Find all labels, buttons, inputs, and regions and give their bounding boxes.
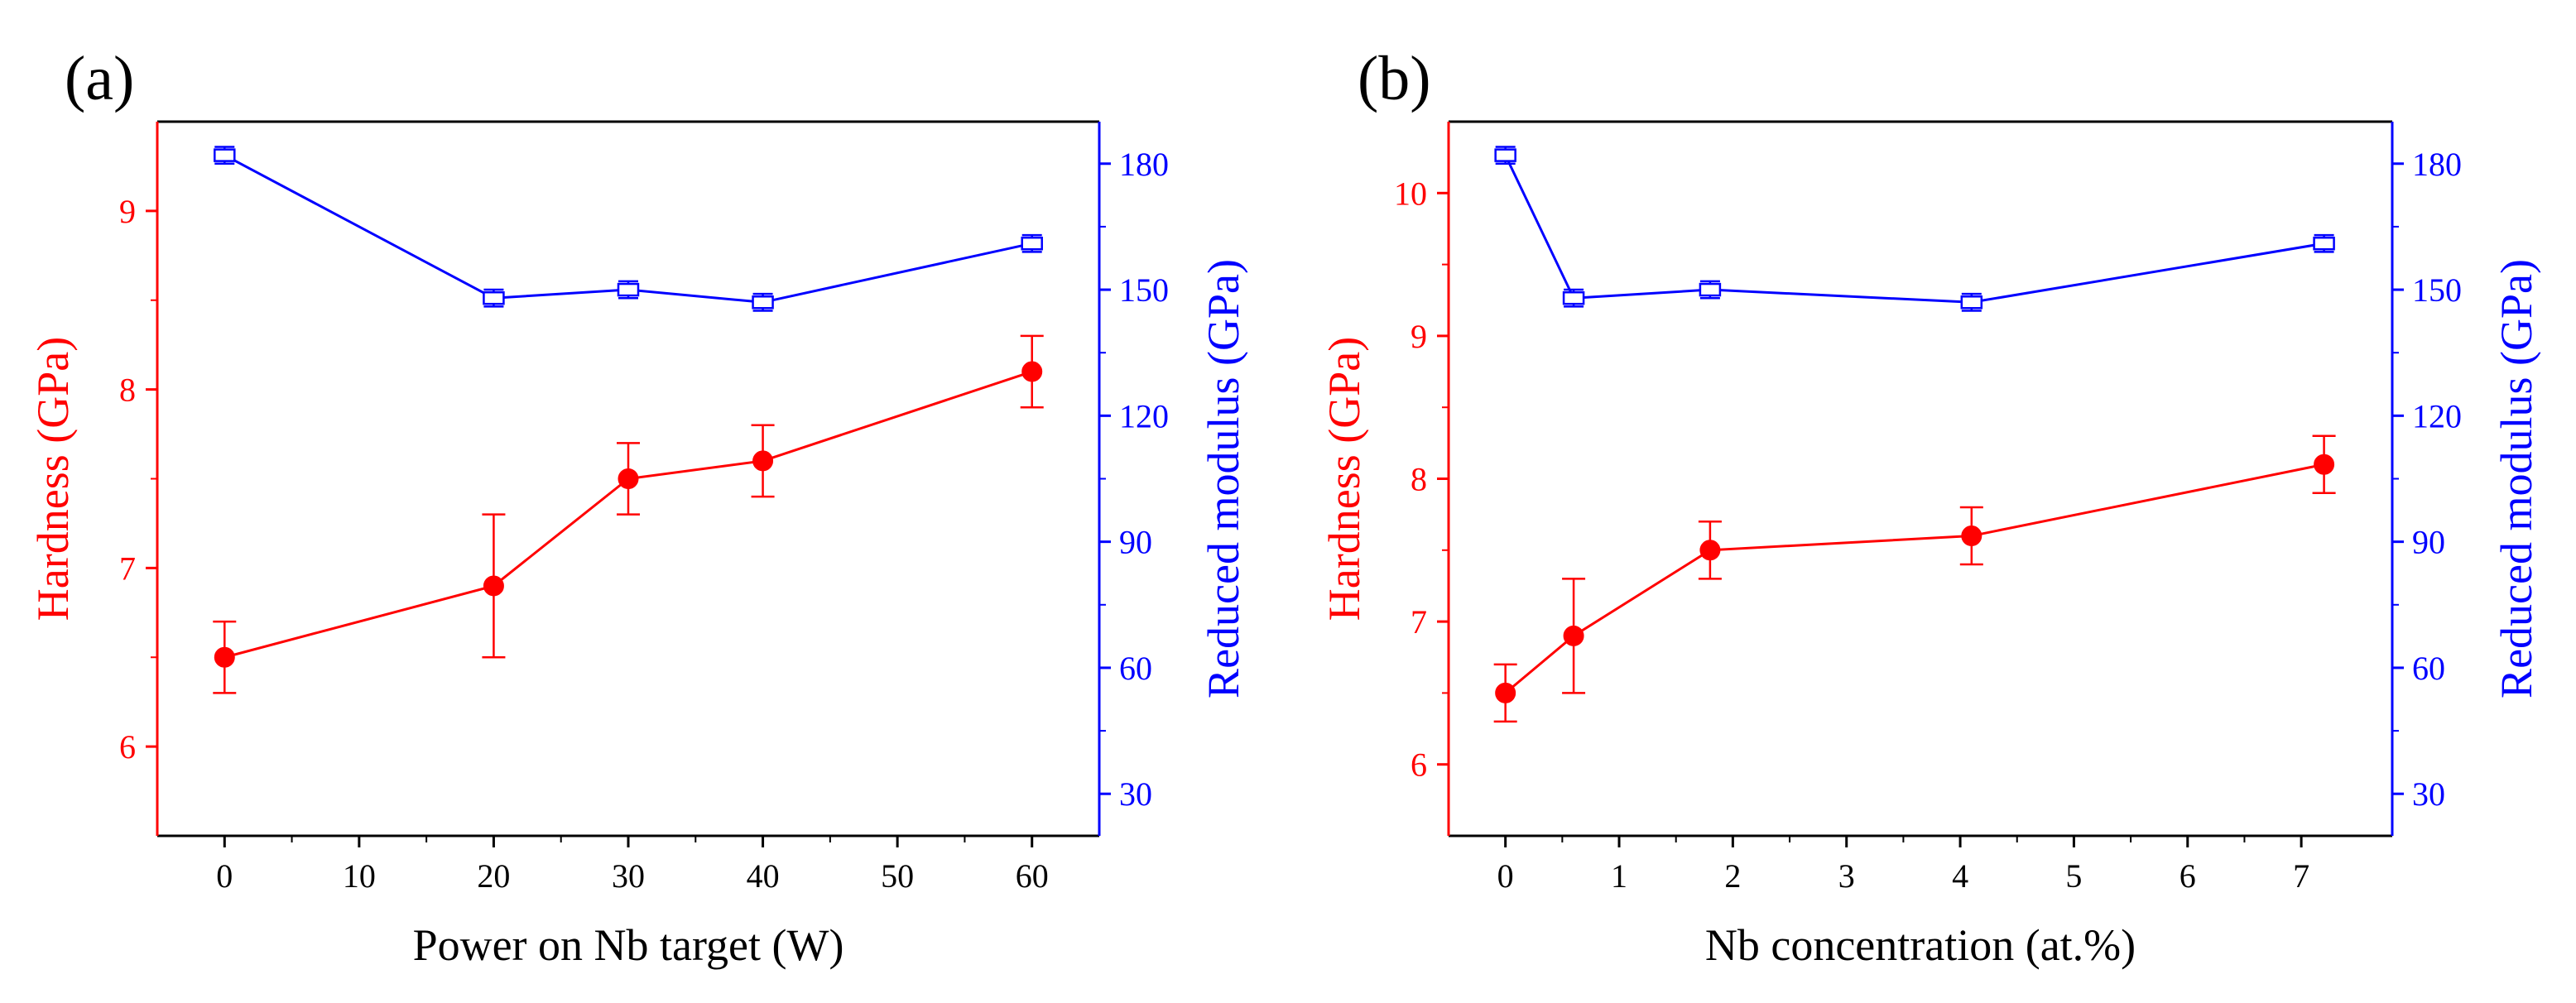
- x-tick-label: 2: [1724, 857, 1741, 895]
- x-tick-label: 7: [2293, 857, 2309, 895]
- right-y-axis-title: Reduced modulus (GPa): [2492, 259, 2541, 698]
- x-tick-label: 10: [343, 857, 376, 895]
- right-y-tick-label: 30: [2412, 775, 2445, 813]
- x-tick-label: 0: [1497, 857, 1514, 895]
- x-tick-label: 60: [1016, 857, 1049, 895]
- left-y-tick-label: 9: [1411, 318, 1427, 355]
- left-y-tick-label: 7: [119, 549, 136, 587]
- data-point: [1494, 148, 1516, 162]
- data-point: [1699, 540, 1721, 561]
- right-y-tick-label: 120: [1119, 397, 1169, 434]
- x-tick-label: 3: [1838, 857, 1855, 895]
- data-point: [617, 282, 640, 297]
- data-point: [1021, 361, 1043, 382]
- x-tick-label: 0: [216, 857, 233, 895]
- left-y-tick-label: 8: [1411, 461, 1427, 498]
- data-point: [1562, 290, 1585, 305]
- right-y-tick-label: 150: [1119, 271, 1169, 309]
- x-tick-label: 5: [2065, 857, 2082, 895]
- right-y-tick-label: 60: [1119, 650, 1152, 687]
- x-tick-label: 6: [2180, 857, 2196, 895]
- data-point: [1563, 625, 1584, 646]
- left-y-tick-label: 8: [119, 372, 136, 409]
- data-point: [618, 468, 639, 489]
- x-tick-label: 20: [477, 857, 510, 895]
- left-y-tick-label: 9: [119, 193, 136, 230]
- x-tick-label: 50: [881, 857, 914, 895]
- x-tick-label: 4: [1952, 857, 1968, 895]
- data-point: [2313, 236, 2335, 251]
- hardness-series: [213, 334, 1044, 694]
- data-point: [752, 450, 774, 472]
- left-y-tick-label: 6: [119, 728, 136, 765]
- chart-panel: (a) 0 10 20 30 40 50 60 6 7 8 9 30 60 90 120 150 180 Power…: [28, 44, 1248, 970]
- x-tick-label: 1: [1611, 857, 1627, 895]
- data-point: [483, 575, 504, 597]
- data-point: [1021, 236, 1043, 251]
- left-y-tick-label: 7: [1411, 603, 1427, 641]
- data-point: [214, 646, 235, 668]
- right-y-tick-label: 90: [2412, 524, 2445, 561]
- hardness-series: [1493, 434, 2336, 723]
- modulus-series: [214, 146, 1043, 312]
- panel-label: (a): [65, 44, 134, 113]
- x-tick-label: 40: [747, 857, 780, 895]
- x-tick-label: 30: [612, 857, 645, 895]
- data-point: [1495, 682, 1516, 703]
- right-y-tick-label: 60: [2412, 650, 2445, 687]
- modulus-series: [1494, 146, 2335, 312]
- panel-label: (b): [1358, 44, 1431, 113]
- data-point: [1960, 295, 1983, 310]
- left-y-axis-title: Hardness (GPa): [28, 337, 78, 621]
- right-y-tick-label: 120: [2412, 397, 2462, 434]
- data-point: [483, 290, 505, 305]
- right-y-tick-label: 30: [1119, 775, 1152, 813]
- data-point: [1699, 282, 1722, 297]
- left-y-tick-label: 6: [1411, 746, 1427, 784]
- data-point: [2314, 454, 2335, 475]
- x-axis-title: Power on Nb target (W): [413, 920, 844, 970]
- right-y-axis-title: Reduced modulus (GPa): [1199, 259, 1248, 698]
- data-point: [214, 148, 236, 162]
- right-y-tick-label: 150: [2412, 271, 2462, 309]
- right-y-tick-label: 180: [2412, 146, 2462, 183]
- right-y-tick-label: 90: [1119, 524, 1152, 561]
- x-axis-title: Nb concentration (at.%): [1705, 920, 2136, 970]
- chart-panel: (b) 0 1 2 3 4 5 6 7 6 7 8 9 10 30 60 90 120 150 180 Nb conce…: [1319, 44, 2541, 970]
- left-y-axis-title: Hardness (GPa): [1319, 337, 1369, 621]
- data-point: [752, 295, 774, 310]
- data-point: [1961, 525, 1982, 547]
- right-y-tick-label: 180: [1119, 146, 1169, 183]
- left-y-tick-label: 10: [1394, 175, 1427, 212]
